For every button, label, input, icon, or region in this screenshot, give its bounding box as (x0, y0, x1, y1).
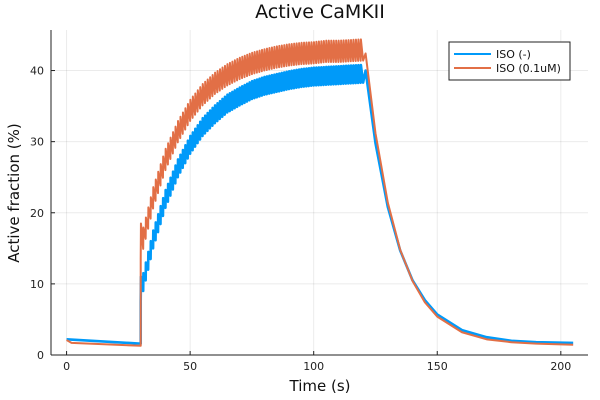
legend: ISO (-) ISO (0.1uM) (448, 41, 571, 81)
x-axis-label: Time (s) (289, 377, 351, 395)
x-tick-label: 0 (63, 360, 70, 373)
y-axis-label: Active fraction (%) (5, 123, 23, 263)
tick-labels: 0 50 100 150 200 0 10 20 30 40 (30, 65, 571, 373)
legend-label-iso-none: ISO (-) (496, 48, 531, 61)
chart-title: Active CaMKII (255, 1, 385, 23)
x-tick-label: 50 (183, 360, 197, 373)
x-tick-label: 150 (427, 360, 448, 373)
legend-label-iso-0-1um: ISO (0.1uM) (496, 62, 561, 75)
legend-box (448, 41, 571, 81)
y-tick-label: 0 (37, 349, 44, 362)
axes (50, 30, 588, 356)
y-tick-label: 20 (30, 207, 44, 220)
x-tick-label: 200 (550, 360, 571, 373)
series-group (66, 38, 574, 347)
y-tick-label: 30 (30, 136, 44, 149)
series-line-iso-0-1um (66, 38, 574, 347)
y-tick-label: 10 (30, 278, 44, 291)
series-line-iso-none (66, 63, 574, 345)
x-tick-label: 100 (303, 360, 324, 373)
y-tick-label: 40 (30, 65, 44, 78)
